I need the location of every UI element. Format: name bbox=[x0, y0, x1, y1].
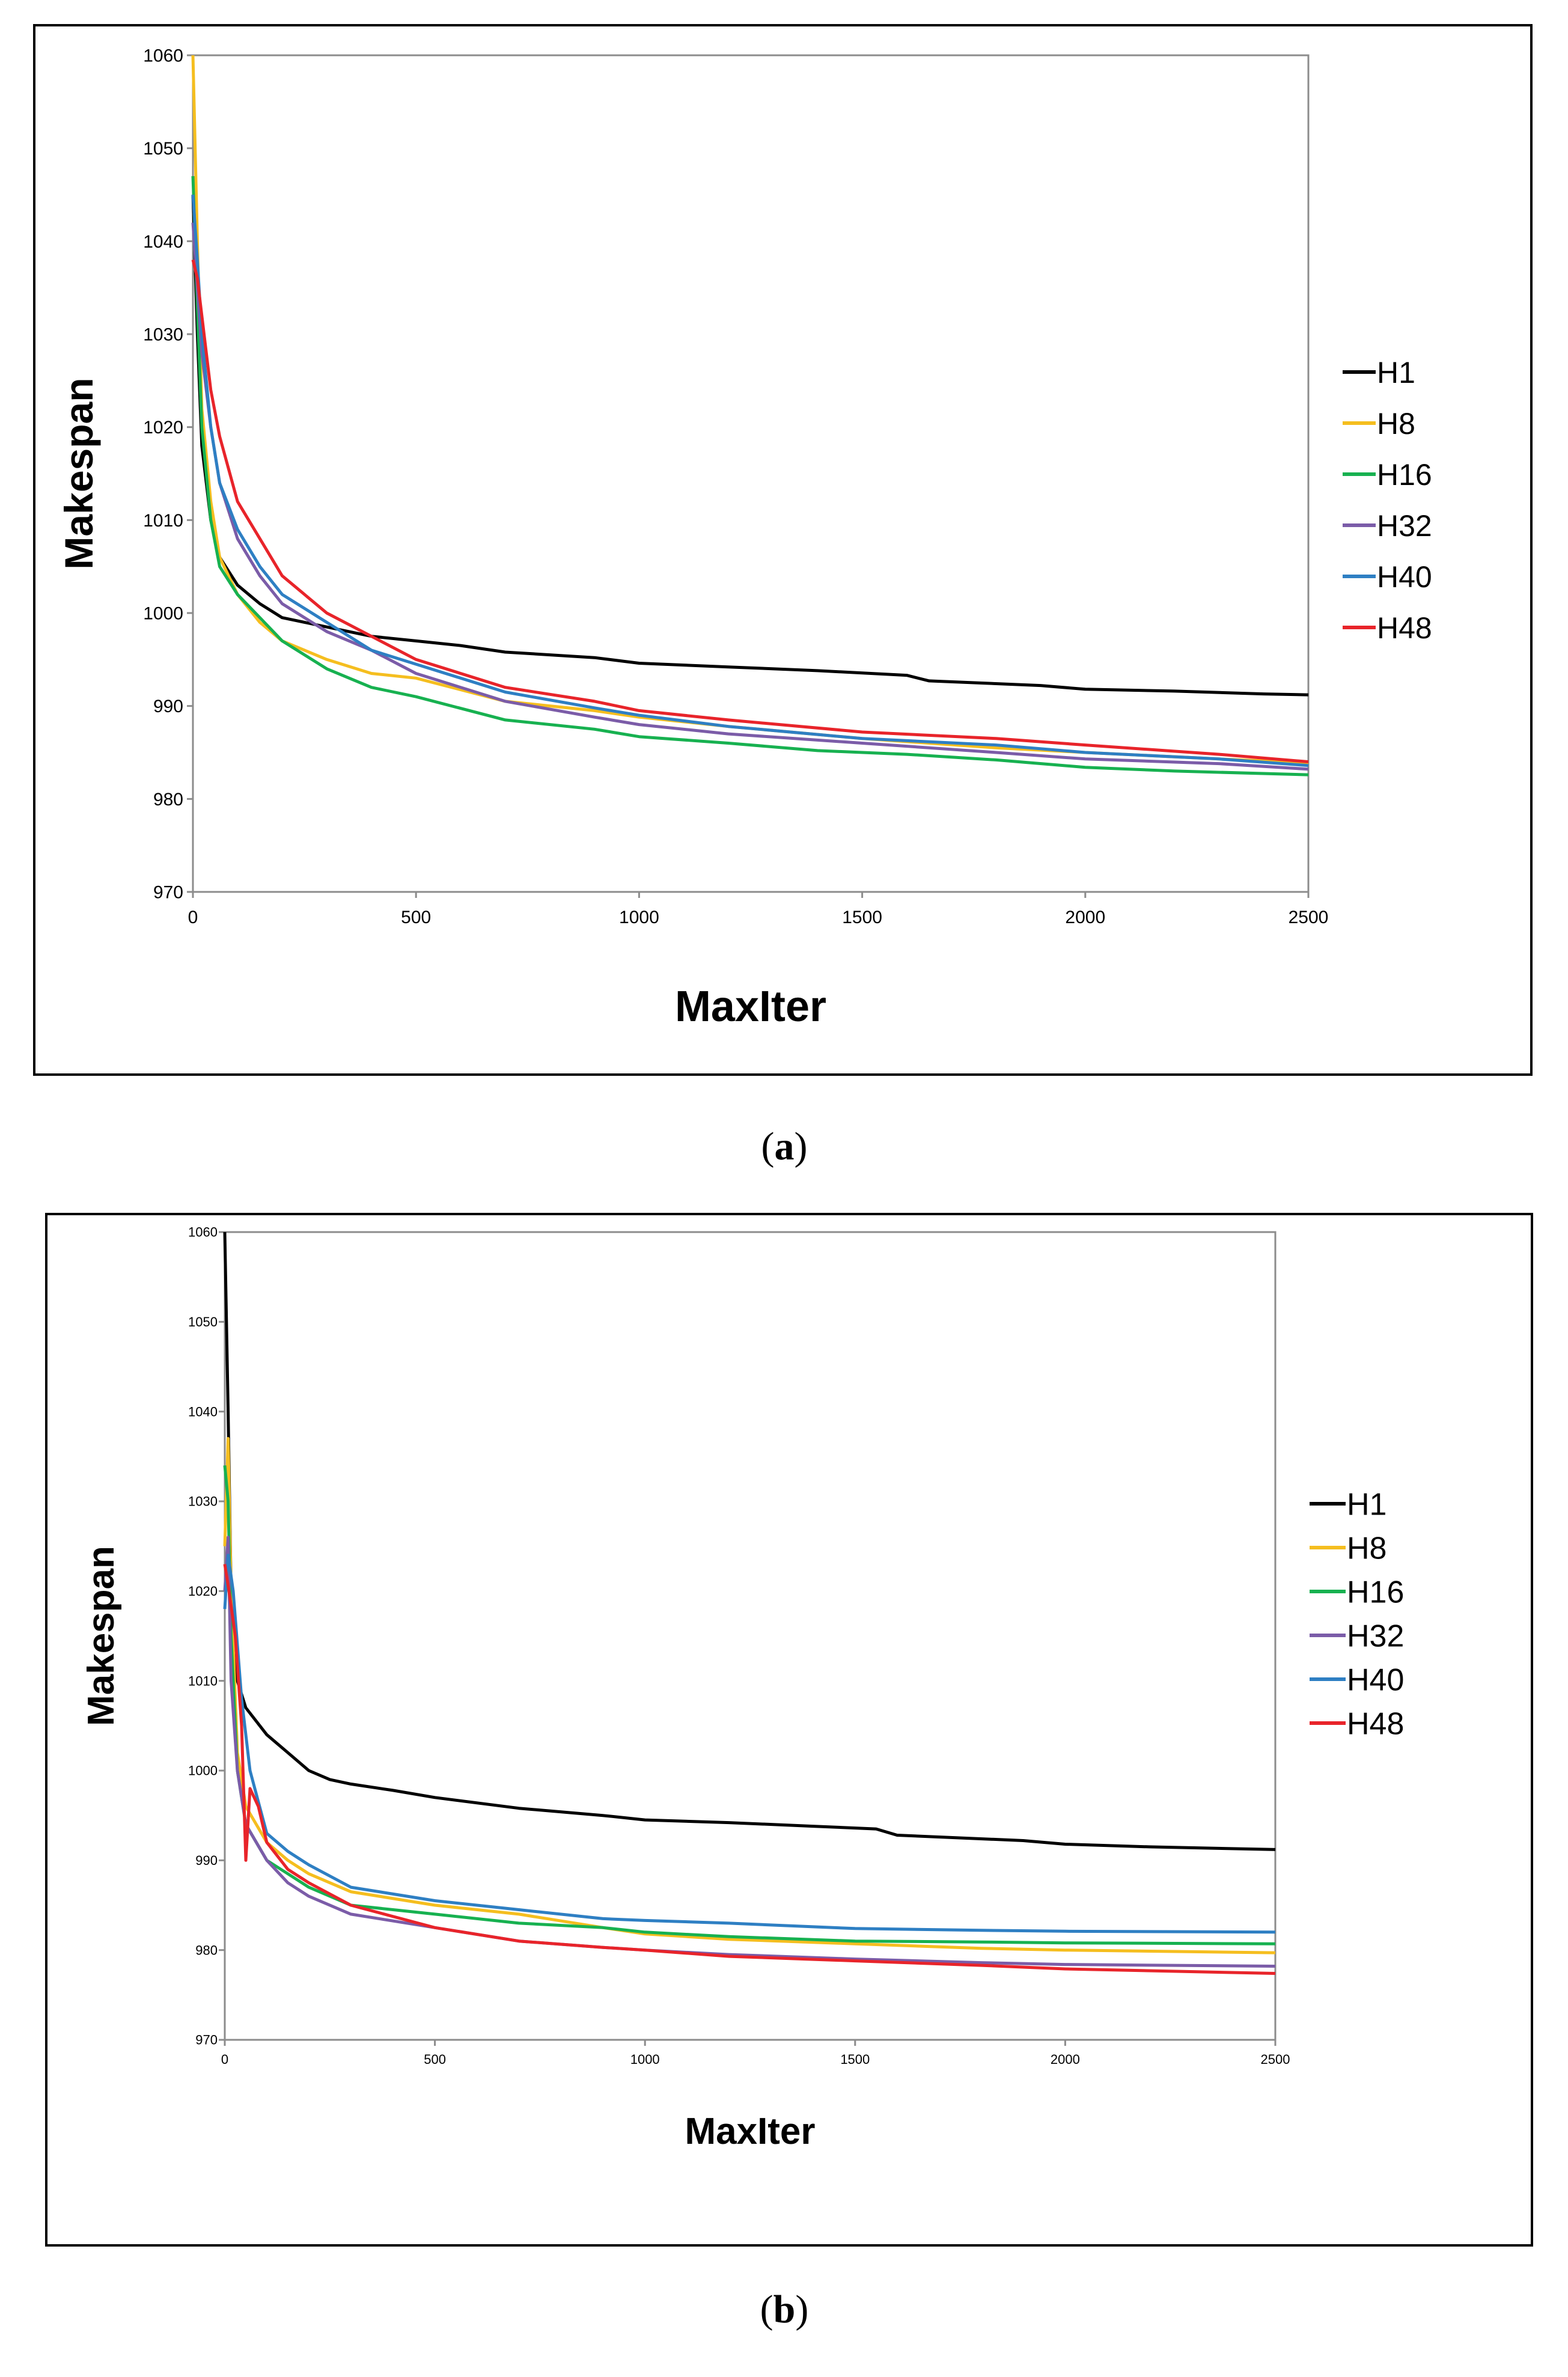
series-line-h32 bbox=[223, 1536, 1276, 1968]
x-tick-label: 2000 bbox=[1051, 2052, 1080, 2067]
legend: H1 H8 H16 H32 H40 H48 bbox=[1343, 356, 1432, 645]
y-tick-label: 990 bbox=[195, 1853, 218, 1868]
legend-label-h8: H8 bbox=[1377, 407, 1415, 441]
legend-label-h32: H32 bbox=[1347, 1619, 1404, 1654]
legend-label-h40: H40 bbox=[1347, 1663, 1404, 1698]
x-tick-label: 2000 bbox=[1065, 908, 1105, 927]
x-tick-label: 2500 bbox=[1261, 2052, 1290, 2067]
y-tick-label: 1030 bbox=[143, 325, 183, 345]
x-tick-label: 1500 bbox=[842, 908, 882, 927]
series-line-h8 bbox=[191, 55, 1309, 764]
y-tick-label: 1000 bbox=[188, 1763, 218, 1778]
x-tick-label: 1000 bbox=[619, 908, 659, 927]
y-tick-label: 1000 bbox=[143, 604, 183, 624]
y-tick-label: 1050 bbox=[188, 1314, 218, 1329]
legend-label-h16: H16 bbox=[1347, 1575, 1404, 1610]
plot-area bbox=[192, 54, 1310, 893]
x-tick-label: 1500 bbox=[840, 2052, 870, 2067]
y-axis-title: Makespan bbox=[56, 377, 101, 569]
x-tick-label: 500 bbox=[401, 908, 431, 927]
y-tick-label: 980 bbox=[195, 1942, 218, 1957]
plot-area bbox=[224, 1231, 1277, 2041]
y-tick-label: 970 bbox=[195, 2033, 218, 2048]
legend-label-h8: H8 bbox=[1347, 1531, 1386, 1566]
y-axis-title: Makespan bbox=[81, 1546, 122, 1726]
chart-a: 970 980 990 1000 1010 1020 1030 1040 1050 1060 0 50… bbox=[56, 46, 1432, 1031]
x-tick-label: 2500 bbox=[1289, 908, 1329, 927]
y-tick-label: 990 bbox=[153, 697, 183, 716]
series-line-h40 bbox=[223, 1554, 1276, 1934]
y-tick-label: 1020 bbox=[143, 418, 183, 438]
y-tick-label: 1060 bbox=[143, 46, 183, 66]
x-axis-title: MaxIter bbox=[675, 983, 826, 1031]
series-line-h40 bbox=[191, 194, 1309, 767]
legend-label-h16: H16 bbox=[1377, 458, 1432, 492]
y-tick-label: 1060 bbox=[188, 1225, 218, 1240]
y-tick-label: 1050 bbox=[143, 139, 183, 159]
x-axis-title: MaxIter bbox=[685, 2111, 815, 2152]
legend-label-h1: H1 bbox=[1347, 1488, 1386, 1522]
y-tick-label: 980 bbox=[153, 790, 183, 810]
y-tick-label: 1020 bbox=[188, 1584, 218, 1599]
series-line-h48 bbox=[191, 259, 1309, 763]
chart-panel-a: 970 980 990 1000 1010 1020 1030 1040 1050 1060 0 50… bbox=[33, 24, 1533, 1076]
y-tick-label: 1010 bbox=[188, 1673, 218, 1688]
y-tick-label: 1030 bbox=[188, 1494, 218, 1509]
legend: H1 H8 H16 H32 H40 H48 bbox=[1310, 1488, 1404, 1742]
legend-label-h48: H48 bbox=[1347, 1707, 1404, 1742]
x-tick-label: 1000 bbox=[630, 2052, 660, 2067]
x-tick-label: 0 bbox=[221, 2052, 228, 2067]
series-line-h16 bbox=[191, 176, 1309, 777]
caption-a: (a) bbox=[761, 1124, 808, 1168]
legend-label-h40: H40 bbox=[1377, 560, 1432, 594]
y-tick-label: 1040 bbox=[188, 1404, 218, 1419]
x-tick-label: 500 bbox=[424, 2052, 446, 2067]
y-tick-label: 1010 bbox=[143, 511, 183, 531]
series-line-h48 bbox=[223, 1564, 1276, 1975]
y-tick-label: 1040 bbox=[143, 232, 183, 252]
legend-label-h1: H1 bbox=[1377, 356, 1415, 389]
caption-b: (b) bbox=[760, 2287, 809, 2331]
y-tick-label: 970 bbox=[153, 883, 183, 903]
legend-label-h32: H32 bbox=[1377, 509, 1432, 543]
chart-b: 970 980 990 1000 1010 1020 1030 1040 1050 1060 0 50… bbox=[81, 1225, 1404, 2152]
chart-panel-b: 970 980 990 1000 1010 1020 1030 1040 1050 1060 0 50… bbox=[45, 1213, 1533, 2247]
x-tick-label: 0 bbox=[188, 908, 198, 927]
legend-label-h48: H48 bbox=[1377, 611, 1432, 645]
